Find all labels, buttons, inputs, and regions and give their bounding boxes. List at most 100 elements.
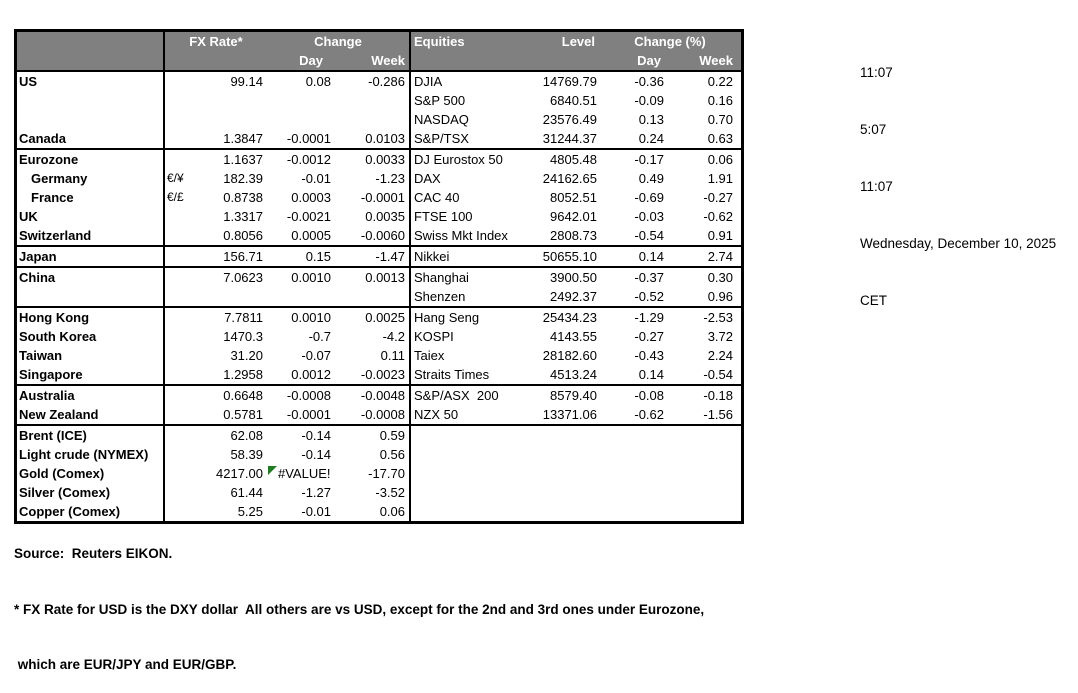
table-row: UK 1.3317 -0.0021 0.0035 FTSE 100 9642.0… bbox=[17, 207, 741, 226]
fx-day-change-cell: -0.07 bbox=[301, 348, 331, 363]
equity-level-cell: 9642.01 bbox=[550, 209, 597, 224]
header-change-pct: Change (%) bbox=[634, 34, 706, 49]
currency-pair-cell bbox=[163, 308, 193, 327]
country-name-cell: Taiwan bbox=[19, 348, 63, 363]
fx-week-change-cell: 0.59 bbox=[379, 428, 405, 443]
footnote-line-1: * FX Rate for USD is the DXY dollar All … bbox=[14, 601, 705, 617]
equity-day-change-cell: -0.52 bbox=[634, 289, 664, 304]
fx-day-change-cell: -0.0012 bbox=[286, 152, 331, 167]
table-row: Brent (ICE) 62.08 -0.14 0.59 bbox=[17, 426, 741, 445]
equity-name-cell bbox=[409, 445, 521, 464]
currency-pair-cell bbox=[163, 365, 193, 384]
equity-name-cell: S&P/TSX bbox=[409, 129, 521, 148]
equity-day-change-cell: -0.08 bbox=[634, 388, 664, 403]
fx-day-change-cell: -0.01 bbox=[301, 504, 331, 519]
equity-week-change-cell: 0.06 bbox=[707, 152, 733, 167]
fx-week-change-cell: -17.70 bbox=[368, 466, 405, 481]
country-name-cell: South Korea bbox=[19, 329, 97, 344]
fx-rate-cell: 182.39 bbox=[223, 171, 263, 186]
fx-day-change-cell: -0.0001 bbox=[286, 407, 331, 422]
equity-day-change-cell: -0.36 bbox=[634, 74, 664, 89]
fx-day-change-cell: 0.0012 bbox=[291, 367, 331, 382]
equity-week-change-cell: 0.70 bbox=[707, 112, 733, 127]
equity-level-cell: 28182.60 bbox=[542, 348, 597, 363]
country-name-cell: France bbox=[31, 190, 74, 205]
fx-week-change-cell: -0.0048 bbox=[360, 388, 405, 403]
header-spacer bbox=[409, 51, 521, 70]
equity-day-change-cell: -0.17 bbox=[634, 152, 664, 167]
fx-rate-cell: 99.14 bbox=[230, 74, 263, 89]
header-fx-day: Day bbox=[299, 53, 323, 68]
header-equities: Equities bbox=[409, 32, 521, 51]
fx-day-change-cell: -0.0008 bbox=[286, 388, 331, 403]
table-row: Singapore 1.2958 0.0012 -0.0023 Straits … bbox=[17, 365, 741, 386]
equity-level-cell bbox=[521, 445, 605, 464]
equity-name-cell: DAX bbox=[409, 169, 521, 188]
country-name-cell: Canada bbox=[19, 131, 66, 146]
header-eq-week: Week bbox=[699, 53, 733, 68]
fx-week-change-cell: 0.0103 bbox=[365, 131, 405, 146]
fx-day-change-cell: 0.08 bbox=[305, 74, 331, 89]
currency-pair-cell bbox=[163, 426, 193, 445]
equity-name-cell: Swiss Mkt Index bbox=[409, 226, 521, 245]
fx-day-change-cell: 0.15 bbox=[305, 249, 331, 264]
equity-week-change-cell bbox=[673, 426, 735, 445]
equity-week-change-cell: 0.22 bbox=[707, 74, 733, 89]
time-line-2: 5:07 bbox=[860, 122, 887, 137]
fx-day-change-cell: -0.0001 bbox=[286, 131, 331, 146]
currency-pair-cell bbox=[163, 483, 193, 502]
table-row: Silver (Comex) 61.44 -1.27 -3.52 bbox=[17, 483, 741, 502]
equity-day-change-cell: -0.69 bbox=[634, 190, 664, 205]
equity-name-cell: Shenzen bbox=[409, 287, 521, 306]
equity-name-cell: Nikkei bbox=[409, 247, 521, 266]
fx-day-change-cell bbox=[267, 287, 337, 306]
equity-day-change-cell: -0.09 bbox=[634, 93, 664, 108]
fx-day-change-cell: -0.01 bbox=[301, 171, 331, 186]
fx-week-change-cell: -4.2 bbox=[382, 329, 405, 344]
header-blank-cell bbox=[17, 32, 163, 51]
equity-week-change-cell: 2.74 bbox=[707, 249, 733, 264]
equity-week-change-cell: 0.91 bbox=[707, 228, 733, 243]
fx-week-change-cell: -1.47 bbox=[375, 249, 405, 264]
table-row: Germany €/¥ 182.39 -0.01 -1.23 DAX 24162… bbox=[17, 169, 741, 188]
date-line: Wednesday, December 10, 2025 bbox=[860, 236, 1057, 251]
equity-day-change-cell: -0.03 bbox=[634, 209, 664, 224]
country-name-cell: Eurozone bbox=[19, 152, 79, 167]
currency-pair-cell bbox=[163, 207, 193, 226]
table-row: Japan 156.71 0.15 -1.47 Nikkei 50655.10 … bbox=[17, 247, 741, 268]
equity-name-cell: Taiex bbox=[409, 346, 521, 365]
equity-level-cell: 13371.06 bbox=[542, 407, 597, 422]
equity-week-change-cell: 0.30 bbox=[707, 270, 733, 285]
equity-day-change-cell: -0.54 bbox=[634, 228, 664, 243]
currency-pair-cell bbox=[163, 464, 193, 483]
equity-day-change-cell: -0.43 bbox=[634, 348, 664, 363]
table-row: Copper (Comex) 5.25 -0.01 0.06 bbox=[17, 502, 741, 521]
fx-week-change-cell: 0.0013 bbox=[365, 270, 405, 285]
equity-day-change-cell: -0.37 bbox=[634, 270, 664, 285]
equity-level-cell bbox=[521, 464, 605, 483]
currency-pair-cell bbox=[163, 346, 193, 365]
equity-name-cell bbox=[409, 483, 521, 502]
equity-level-cell: 4143.55 bbox=[550, 329, 597, 344]
equity-name-cell: Straits Times bbox=[409, 365, 521, 384]
fx-rate-cell: 7.0623 bbox=[223, 270, 263, 285]
header-fx-week: Week bbox=[371, 53, 405, 68]
fx-rate-cell: 58.39 bbox=[230, 447, 263, 462]
equity-name-cell bbox=[409, 502, 521, 521]
equity-week-change-cell: -0.54 bbox=[703, 367, 733, 382]
equity-week-change-cell: 0.16 bbox=[707, 93, 733, 108]
fx-week-change-cell: -0.0023 bbox=[360, 367, 405, 382]
fx-rate-cell: 0.8056 bbox=[223, 228, 263, 243]
fx-day-change-cell bbox=[267, 110, 337, 129]
fx-week-change-cell: 0.06 bbox=[379, 504, 405, 519]
equity-level-cell bbox=[521, 483, 605, 502]
currency-pair-cell bbox=[163, 268, 193, 287]
fx-rate-cell: 1.1637 bbox=[223, 152, 263, 167]
time-line-3: 11:07 bbox=[860, 179, 893, 194]
equity-day-change-cell: 0.13 bbox=[638, 112, 664, 127]
table-row: Hong Kong 7.7811 0.0010 0.0025 Hang Seng… bbox=[17, 308, 741, 327]
equity-level-cell: 31244.37 bbox=[542, 131, 597, 146]
header-spacer bbox=[163, 51, 267, 70]
equity-day-change-cell: -0.62 bbox=[634, 407, 664, 422]
equity-week-change-cell: 1.91 bbox=[707, 171, 733, 186]
